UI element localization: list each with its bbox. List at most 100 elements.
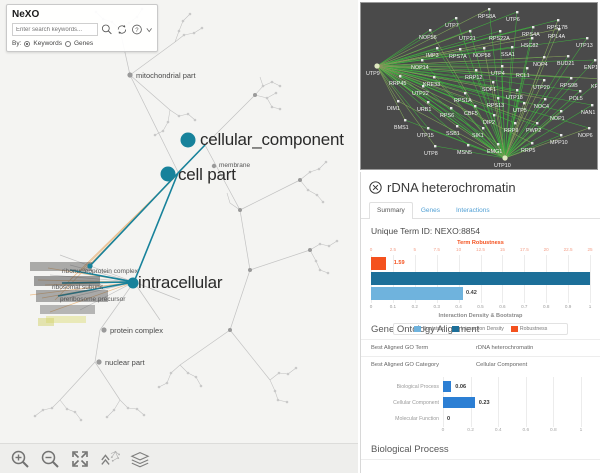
tab-interactions[interactable]: Interactions (455, 207, 490, 214)
gene-node-label[interactable]: RRP9 (504, 128, 519, 134)
gene-node-label[interactable]: PWP2 (526, 128, 542, 134)
gene-node-label[interactable]: UTP10 (494, 163, 511, 169)
gene-node-label[interactable]: UTP15 (417, 133, 434, 139)
gene-node-label[interactable]: SIK1 (472, 133, 484, 139)
gene-node-label[interactable]: RPS8A (478, 14, 496, 20)
gridline (590, 255, 591, 303)
gene-node-label[interactable]: KRE33 (423, 82, 441, 88)
gene-node-label[interactable]: UTP21 (459, 36, 476, 42)
detail-tabs: Summary Genes Interactions (361, 199, 600, 219)
bottom-axis-tick: 0 (369, 304, 373, 309)
zoom-in-icon[interactable] (10, 449, 30, 469)
go-chart-axis: 0 0.2 0.4 0.6 0.8 1 (371, 427, 590, 437)
zoom-out-icon[interactable] (40, 449, 60, 469)
legend-item[interactable]: Bootstrap (413, 326, 445, 332)
gene-node-label[interactable]: NOC4 (534, 104, 549, 110)
gene-node-label[interactable]: CBF5 (464, 111, 478, 117)
gene-node-label[interactable]: NOP56 (419, 35, 437, 41)
gene-node-label[interactable]: RPL4A (548, 34, 566, 40)
gene-node-label[interactable]: MSN5 (457, 150, 472, 156)
go-axis-tick: 1 (579, 428, 583, 433)
node-label-membrane[interactable]: membrane (219, 162, 251, 169)
gene-node-label[interactable]: SOF1 (482, 87, 497, 93)
gene-node-label[interactable]: EMG1 (487, 149, 503, 155)
app-title: NeXO (12, 9, 40, 20)
gene-interaction-network[interactable]: UTP9 NOP56 UTP7 RPS8A UTP6 RPS17B UTP21 RPS22A R… (360, 2, 598, 170)
gene-node-label[interactable]: RPS6 (440, 113, 455, 119)
top-axis-tick: 10 (456, 247, 462, 252)
gene-node-label[interactable]: RPS4A (522, 32, 540, 38)
gene-node-label[interactable]: RPS17B (547, 25, 568, 31)
radio-keywords[interactable] (24, 40, 31, 47)
gene-node-label[interactable]: SSA1 (501, 52, 515, 58)
gene-node-label[interactable]: UTP20 (533, 85, 550, 91)
search-input[interactable] (12, 23, 98, 36)
gene-node-label[interactable]: RPS9B (560, 83, 578, 89)
gene-node-label[interactable]: NOP1 (550, 116, 565, 122)
node-label-preribosome-precursor[interactable]: preribosome precursor (60, 296, 126, 303)
gene-node-label[interactable]: NOP6 (578, 133, 593, 139)
layers-icon[interactable] (130, 449, 150, 469)
search-panel[interactable]: NeXO ? By: Keywords (6, 4, 158, 52)
gene-node-label[interactable]: HSC82 (521, 43, 539, 49)
gene-node-label[interactable]: DIM1 (387, 106, 400, 112)
network-canvas[interactable]: cellular_component cell part intracellul… (0, 0, 358, 473)
gene-node-label[interactable]: DIP2 (483, 120, 495, 126)
chart-xlabel: Interaction Density & Bootstrap (438, 313, 523, 319)
radio-genes[interactable] (64, 40, 71, 47)
gene-node-label[interactable]: RRP45 (389, 81, 407, 87)
go-axis-tick: 0.8 (550, 428, 557, 433)
gene-node-label[interactable]: NOP4 (533, 62, 548, 68)
gene-node-label[interactable]: URB1 (417, 107, 432, 113)
gene-node-label[interactable]: RPS1A (454, 98, 472, 104)
help-icon[interactable]: ? (131, 23, 143, 36)
gene-node-label[interactable]: NOP14 (411, 65, 429, 71)
legend-item[interactable]: Interaction Density (451, 326, 504, 332)
gene-node-label[interactable]: UTP22 (412, 91, 429, 97)
node-label-cellular-component[interactable]: cellular_component (200, 130, 344, 149)
sync-icon[interactable] (116, 23, 128, 36)
gene-node-label[interactable]: RRP12 (465, 75, 483, 81)
collapse-icon[interactable] (100, 449, 120, 469)
gene-node-label[interactable]: SSB1 (446, 131, 460, 137)
radio-genes-label[interactable]: Genes (73, 40, 94, 47)
radio-keywords-label[interactable]: Keywords (33, 40, 62, 47)
gene-node-label[interactable]: NAN1 (581, 110, 596, 116)
gene-node-label[interactable]: UTP8 (424, 151, 438, 157)
gene-node-label[interactable]: RPS22A (489, 36, 510, 42)
tab-genes[interactable]: Genes (420, 207, 440, 214)
legend-item[interactable]: Robustness (510, 326, 547, 332)
node-label-ribonucleoprotein-complex[interactable]: ribonucleoprotein complex (62, 268, 138, 275)
close-circle-icon[interactable] (369, 181, 382, 194)
gene-node-label[interactable]: BMS1 (394, 125, 409, 131)
node-label-intracellular[interactable]: intracellular (138, 273, 223, 292)
gene-node-label[interactable]: RPS13 (487, 103, 505, 109)
gene-node-label[interactable]: POL5 (569, 96, 583, 102)
gene-node-label[interactable]: UTP4 (491, 71, 505, 77)
gene-node-label[interactable]: UTP13 (576, 43, 593, 49)
gene-node-label[interactable]: UTP6 (506, 17, 520, 23)
fit-screen-icon[interactable] (70, 449, 90, 469)
gene-node-label[interactable]: RCL1 (516, 73, 530, 79)
gene-node-label[interactable]: RPS7A (449, 54, 467, 60)
node-label-nuclear-part[interactable]: nuclear part (105, 358, 145, 367)
node-label-cell-part[interactable]: cell part (178, 165, 236, 184)
gene-node-label[interactable]: BUD21 (557, 61, 575, 67)
node-label-mitochondrial-part[interactable]: mitochondrial part (136, 71, 196, 80)
node-label-ribosomal-subunit[interactable]: ribosomal subunit (52, 284, 103, 291)
gene-node-label[interactable]: ENP1 (584, 65, 598, 71)
gene-node-label[interactable]: KRI1 (591, 84, 598, 90)
chevron-down-icon[interactable] (146, 25, 152, 35)
gene-node-label[interactable]: UTP5 (513, 108, 527, 114)
node-label-protein-complex[interactable]: protein complex (110, 326, 163, 335)
tab-summary[interactable]: Summary (369, 202, 413, 219)
gene-node-label[interactable]: UTP18 (506, 95, 523, 101)
gene-node-label[interactable]: MPP10 (550, 140, 568, 146)
gene-node-label[interactable]: IMP3 (426, 53, 439, 59)
search-icon[interactable] (101, 23, 113, 36)
gene-node-label[interactable]: UTP7 (445, 23, 459, 29)
gene-node-label[interactable]: RRP5 (521, 148, 536, 154)
go-alignment-heading: Gene Ontology Alignment (371, 324, 480, 335)
gene-node-label[interactable]: NOP58 (473, 53, 491, 59)
gene-node-label[interactable]: UTP9 (366, 71, 380, 77)
